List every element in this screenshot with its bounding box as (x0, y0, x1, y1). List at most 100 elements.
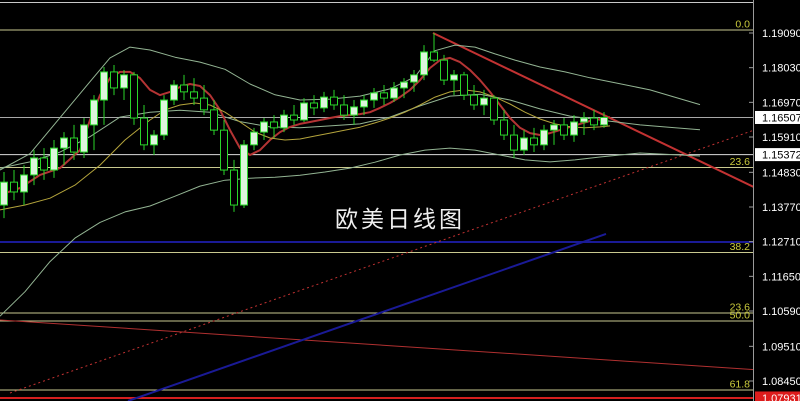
candle-body (200, 97, 208, 111)
candle-body (0, 181, 8, 206)
price-highlight-label: 1.07931 (762, 393, 800, 401)
candle-body (300, 102, 308, 121)
fibonacci-retracement: 0.023.638.223.650.061.8 (0, 18, 753, 391)
price-axis-label: 1.18030 (762, 63, 800, 75)
candle-body (40, 157, 48, 171)
candle-body (310, 102, 318, 109)
candle-body (570, 121, 578, 136)
candle-body (190, 91, 198, 99)
candle-body (230, 169, 238, 206)
candle-body (410, 74, 418, 83)
candle-body (100, 71, 108, 101)
candle-body (10, 181, 18, 193)
horizontal-lines (0, 1, 753, 399)
candle-body (510, 134, 518, 151)
candle-body (340, 104, 348, 116)
candle-body (220, 129, 228, 171)
plot-area[interactable]: 0.023.638.223.650.061.8 (0, 1, 760, 401)
price-axis-label: 1.16970 (762, 97, 800, 109)
candle-body (470, 94, 478, 106)
candle-body (250, 131, 258, 146)
candle-body (60, 137, 68, 149)
candle-body (500, 119, 508, 136)
candle-body (50, 147, 58, 171)
price-axis-label: 1.19090 (762, 28, 800, 40)
fib-level-label: 0.0 (735, 18, 750, 30)
candle-body (20, 174, 28, 193)
candle-body (540, 129, 548, 146)
price-highlight-box (755, 148, 800, 162)
candle-body (170, 84, 178, 101)
bollinger-lower-line (0, 147, 701, 317)
candle-body (140, 117, 148, 146)
candle-body (120, 74, 128, 89)
price-axis-label: 1.11650 (762, 271, 800, 283)
price-axis-label: 1.13770 (762, 202, 800, 214)
candle-body (160, 99, 168, 136)
candlestick-series[interactable] (0, 33, 608, 219)
candle-body (390, 87, 398, 99)
price-highlight-label: 1.16507 (762, 112, 800, 124)
candle-body (70, 137, 78, 153)
candle-body (350, 106, 358, 116)
candle-body (320, 96, 328, 109)
candle-body (430, 51, 438, 61)
price-axis-label: 1.15910 (762, 132, 800, 144)
candle-body (270, 121, 278, 129)
candle-body (130, 74, 138, 119)
candle-body (80, 124, 88, 153)
bollinger-upper-line (0, 44, 701, 171)
price-axis-label: 1.14830 (762, 167, 800, 179)
candle-body (440, 59, 448, 81)
trendlines (0, 32, 760, 401)
fib-level-label: 61.8 (730, 378, 751, 390)
price-axis-label: 1.08450 (762, 376, 800, 388)
candle-body (530, 137, 538, 146)
price-highlight-box (755, 110, 800, 124)
candle-body (460, 74, 468, 96)
candle-body (600, 116, 608, 126)
candle-body (260, 121, 268, 133)
candle-body (580, 117, 588, 123)
candle-body (240, 144, 248, 206)
price-axis-label: 1.09510 (762, 341, 800, 353)
candle-body (90, 99, 98, 126)
candle-body (590, 117, 598, 126)
bollinger-middle-line (0, 93, 701, 169)
candle-body (550, 124, 558, 131)
candle-body (330, 96, 338, 106)
candle-body (180, 84, 188, 93)
ma-slow-yellow-line (0, 89, 611, 211)
candle-body (520, 137, 528, 151)
fib-level-label: 38.2 (730, 241, 751, 253)
candle-body (490, 97, 498, 121)
fib-level-label: 23.6 (730, 156, 751, 168)
candle-body (360, 99, 368, 108)
candle-body (280, 114, 288, 129)
price-axis-label: 1.10590 (762, 306, 800, 318)
candle-body (210, 109, 218, 131)
price-axis-label: 1.12710 (762, 237, 800, 249)
trendline-navy-ascending[interactable] (127, 233, 607, 401)
candle-body (420, 51, 428, 76)
price-axis[interactable]: 1.19090 1.18030 1.16970 1.15910 1.14830 1.137… (749, 0, 800, 401)
trendline-descending-resistance[interactable] (432, 32, 760, 190)
candle-body (30, 157, 38, 176)
fib-level-label: 23.6 (730, 302, 751, 314)
candle-body (150, 134, 158, 146)
fib-level-label: 50.0 (730, 310, 751, 322)
candle-body (370, 92, 378, 101)
candle-body (450, 74, 458, 81)
candle-body (480, 97, 488, 106)
candle-body (110, 71, 118, 89)
candle-body (290, 114, 298, 121)
price-highlight-label: 1.15372 (762, 150, 800, 162)
trendline-lower-descending[interactable] (0, 319, 760, 371)
price-highlight-box (755, 391, 800, 401)
candle-body (400, 81, 408, 89)
candle-body (560, 124, 568, 136)
candle-body (380, 92, 388, 99)
